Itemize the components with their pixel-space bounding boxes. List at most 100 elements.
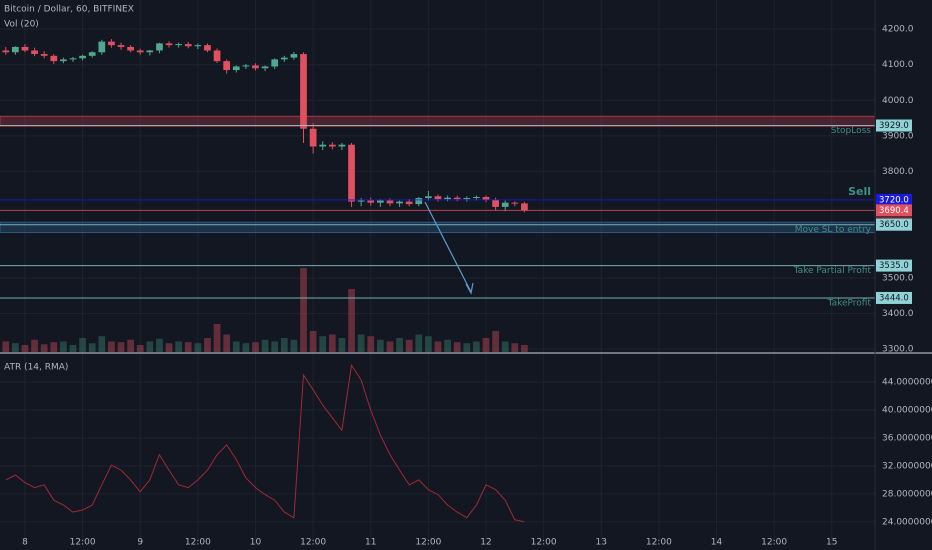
chart-title: Bitcoin / Dollar, 60, BITFINEX xyxy=(4,5,134,15)
candle-body xyxy=(40,54,48,56)
zone xyxy=(0,115,876,127)
level-badge-label: 3535.0 xyxy=(879,261,909,271)
arrow-head xyxy=(465,282,474,295)
volume-bar xyxy=(213,324,221,352)
volume-bar xyxy=(444,339,451,352)
level-name: Take Partial Profit xyxy=(793,266,872,276)
candle-body xyxy=(117,45,125,47)
level-name: StopLoss xyxy=(831,126,872,136)
y-tick-label: 40.00000000 xyxy=(882,405,932,415)
x-tick-label: 12:00 xyxy=(531,538,557,548)
volume-bar xyxy=(242,343,250,352)
y-tick-label: 32.00000000 xyxy=(882,461,932,471)
volume-bar xyxy=(127,339,134,352)
volume-bar xyxy=(521,345,528,352)
volume-bar xyxy=(146,341,154,352)
x-tick-label: 13 xyxy=(596,538,607,548)
volume-bar xyxy=(434,341,442,352)
x-tick-label: 12:00 xyxy=(761,538,787,548)
candle-body xyxy=(184,44,192,47)
y-tick-label: 3900.0 xyxy=(882,131,914,141)
volume-bar xyxy=(280,338,288,352)
x-tick-label: 11 xyxy=(365,538,376,548)
candle-body xyxy=(386,200,394,204)
level-badge-label: 3690.4 xyxy=(879,206,909,216)
y-tick-label: 3500.0 xyxy=(882,274,914,284)
level-badge-label: 3444.0 xyxy=(879,293,909,303)
volume-bar xyxy=(156,338,163,352)
arrow xyxy=(424,201,472,293)
volume-bar xyxy=(136,345,144,352)
volume-bar xyxy=(252,342,259,352)
candle-body xyxy=(473,196,480,199)
x-tick-label: 12:00 xyxy=(70,538,96,548)
y-tick-label: 4100.0 xyxy=(882,60,914,70)
level-badge-label: 3650.0 xyxy=(879,220,909,230)
level-name: TakeProfit xyxy=(827,298,872,308)
volume-bar xyxy=(117,342,125,352)
y-tick-label: 24.00000000 xyxy=(882,517,932,527)
candle-body xyxy=(367,200,375,203)
candle-body xyxy=(2,50,10,53)
level-badge-label: 3720.0 xyxy=(879,195,909,205)
candle-body xyxy=(204,45,211,51)
candle-body xyxy=(242,65,250,67)
volume-bar xyxy=(223,334,231,352)
volume-bar xyxy=(194,343,202,352)
candle-body xyxy=(309,128,317,147)
volume-bar xyxy=(319,336,327,352)
candle-body xyxy=(79,55,86,59)
y-tick-label: 36.00000000 xyxy=(882,433,932,443)
volume-bar xyxy=(79,338,86,352)
volume-bar xyxy=(184,342,192,352)
candle-body xyxy=(290,54,298,58)
candle-body xyxy=(396,201,403,204)
level-badge xyxy=(876,218,912,231)
x-tick-label: 12:00 xyxy=(185,538,211,548)
candle-body xyxy=(146,50,154,53)
candle-body xyxy=(69,58,77,60)
level-name: Sell xyxy=(848,185,871,198)
candle-body xyxy=(50,55,58,62)
candle-body xyxy=(338,144,346,147)
volume-bar xyxy=(60,341,67,352)
y-tick-label: 3300.0 xyxy=(882,345,914,355)
volume-bar xyxy=(98,336,106,352)
x-tick-label: 12 xyxy=(480,538,491,548)
volume-bar xyxy=(328,334,336,352)
volume-bar xyxy=(511,343,519,352)
volume-bar xyxy=(232,341,240,352)
x-tick-label: 12:00 xyxy=(646,538,672,548)
candle-body xyxy=(300,54,307,129)
candle-body xyxy=(165,43,173,46)
candle-body xyxy=(175,44,183,46)
level-badge-label: 3929.0 xyxy=(879,121,909,131)
volume-bar xyxy=(165,343,173,352)
level-badge xyxy=(876,204,912,217)
candle-body xyxy=(425,196,432,199)
candle-body xyxy=(501,202,509,207)
volume-bar xyxy=(453,342,461,352)
candle-body xyxy=(444,197,451,200)
volume-bar xyxy=(357,334,365,352)
volume-bar xyxy=(300,268,307,352)
candle-body xyxy=(12,46,19,53)
candle-body xyxy=(482,196,490,200)
volume-label: Vol (20) xyxy=(4,20,39,30)
volume-bar xyxy=(271,341,279,352)
candle-body xyxy=(136,50,144,53)
volume-bar xyxy=(21,345,29,352)
volume-bar xyxy=(12,343,19,352)
volume-bar xyxy=(482,338,490,352)
candle-body xyxy=(213,50,221,62)
x-tick-label: 10 xyxy=(250,538,262,548)
level-badge xyxy=(876,119,912,132)
candle-body xyxy=(21,46,29,51)
y-tick-label: 3400.0 xyxy=(882,309,914,319)
candle-body xyxy=(463,198,471,200)
candle-body xyxy=(232,66,240,71)
candle-body xyxy=(348,144,355,202)
atr-line xyxy=(5,363,525,523)
volume-bar xyxy=(108,341,115,352)
candle-body xyxy=(271,59,279,67)
